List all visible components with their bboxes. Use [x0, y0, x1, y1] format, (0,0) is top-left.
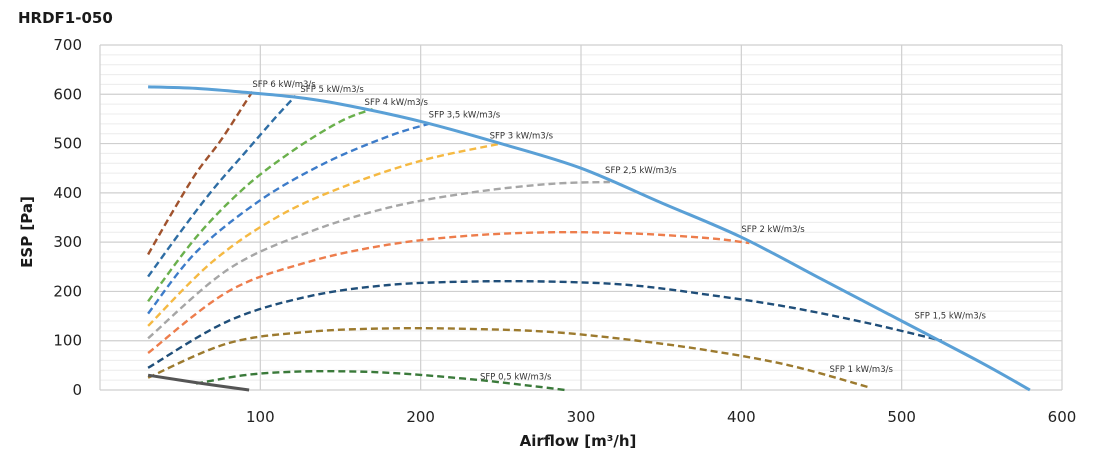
x-tick-label: 100: [246, 408, 275, 426]
sfp-line: [195, 369, 566, 392]
sfp-label: SFP 6 kW/m3/s: [252, 80, 316, 90]
sfp-line: [147, 122, 430, 315]
max-fan-curve: [148, 85, 1031, 392]
sfp-label: SFP 3,5 kW/m3/s: [429, 110, 501, 120]
y-axis-label: ESP [Pa]: [18, 196, 36, 268]
x-tick-labels: 100 200 300 400 500 600: [246, 408, 1076, 426]
x-tick-label: 300: [567, 408, 596, 426]
sfp-label: SFP 0,5 kW/m3/s: [480, 373, 552, 383]
y-tick-label: 100: [53, 332, 82, 350]
sfp-line: [147, 180, 610, 340]
sfp-line: [147, 326, 870, 389]
x-tick-label: 500: [887, 408, 916, 426]
y-tick-label: 400: [53, 184, 82, 202]
sfp-label: SFP 4 kW/m3/s: [365, 98, 429, 108]
x-tick-label: 200: [406, 408, 435, 426]
sfp-label: SFP 1,5 kW/m3/s: [914, 311, 986, 321]
sfp-line: [147, 94, 297, 278]
sfp-label: SFP 3 kW/m3/s: [490, 132, 554, 142]
y-tick-labels: 0 100 200 300 400 500 600 700: [53, 36, 82, 399]
sfp-series: [147, 91, 943, 392]
sfp-label: SFP 1 kW/m3/s: [830, 365, 894, 375]
sfp-line: [147, 91, 254, 256]
fan-curves: [147, 85, 1031, 392]
sfp-label: SFP 5 kW/m3/s: [300, 85, 364, 95]
y-tick-label: 0: [72, 381, 82, 399]
sfp-line: [147, 230, 750, 354]
sfp-label: SFP 2,5 kW/m3/s: [605, 166, 677, 176]
y-tick-label: 600: [53, 85, 82, 103]
y-tick-label: 700: [53, 36, 82, 54]
chart-title: HRDF1-050: [18, 9, 113, 27]
x-tick-label: 600: [1048, 408, 1077, 426]
sfp-line: [147, 142, 502, 327]
x-tick-label: 400: [727, 408, 756, 426]
sfp-line: [147, 279, 943, 369]
y-tick-label: 500: [53, 135, 82, 153]
min-fan-curve: [147, 373, 250, 392]
sfp-line: [147, 107, 374, 303]
y-tick-label: 200: [53, 282, 82, 300]
grid: [99, 44, 1063, 391]
x-axis-label: Airflow [m³/h]: [520, 432, 637, 450]
y-tick-label: 300: [53, 233, 82, 251]
sfp-label: SFP 2 kW/m3/s: [741, 225, 805, 235]
